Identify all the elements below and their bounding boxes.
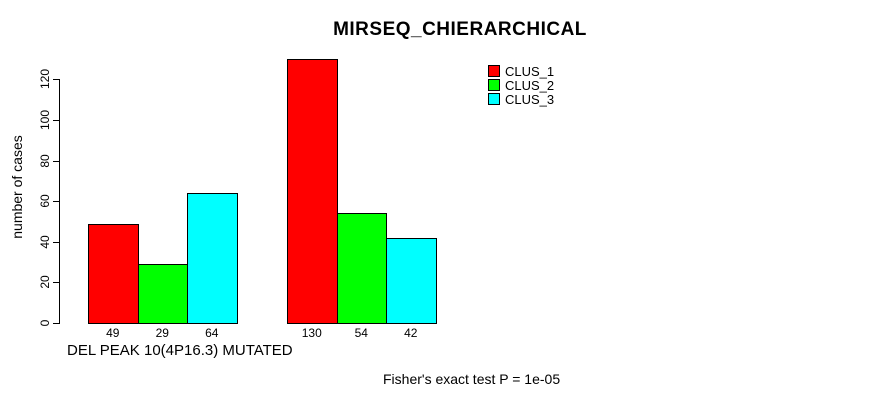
bar-value-label: 130 — [301, 326, 322, 340]
y-axis-tick — [53, 282, 59, 284]
bar-value-label: 29 — [155, 326, 169, 340]
y-axis-tick — [53, 160, 59, 162]
bar-clus_3-group2 — [386, 238, 437, 324]
y-axis-tick-label: 80 — [38, 153, 52, 168]
legend-item: CLUS_1 — [488, 64, 554, 78]
chart-title: MIRSEQ_CHIERARCHICAL — [333, 19, 587, 40]
legend: CLUS_1 CLUS_2 CLUS_3 — [488, 64, 554, 106]
legend-item: CLUS_2 — [488, 78, 554, 92]
bar-clus_3-group1 — [187, 193, 238, 324]
annotation-text: Fisher's exact test P = 1e-05 — [383, 371, 561, 387]
y-axis-tick — [53, 79, 59, 81]
x-axis-group-label: DEL PEAK 10(4P16.3) MUTATED — [67, 342, 293, 359]
y-axis-tick-label: 100 — [38, 109, 52, 131]
y-axis-tick — [53, 120, 59, 121]
bar-clus_1-group2 — [287, 59, 338, 324]
legend-color-swatch-icon — [488, 93, 500, 105]
bar-clus_2-group2 — [336, 213, 387, 324]
bar-clus_2-group1 — [137, 264, 188, 324]
bar-clus_1-group1 — [88, 224, 139, 324]
y-axis-line — [59, 79, 60, 324]
y-axis-tick-label: 60 — [38, 194, 52, 208]
legend-item-label: CLUS_3 — [505, 91, 555, 107]
legend-item: CLUS_3 — [488, 92, 554, 106]
y-axis-label: number of cases — [9, 135, 25, 239]
legend-color-swatch-icon — [488, 65, 500, 77]
legend-color-swatch-icon — [488, 79, 500, 91]
y-axis-tick — [53, 201, 59, 203]
y-axis-tick-label: 0 — [38, 319, 52, 327]
bar-value-label: 54 — [354, 326, 368, 340]
y-axis-tick-label: 120 — [38, 69, 52, 90]
legend-item-label: CLUS_2 — [505, 77, 555, 93]
y-axis-tick — [53, 241, 59, 243]
legend-item-label: CLUS_1 — [505, 63, 555, 79]
bar-value-label: 49 — [106, 326, 120, 340]
y-axis-tick-label: 20 — [38, 275, 52, 290]
bar-value-label: 42 — [404, 326, 418, 340]
y-axis-tick — [53, 323, 59, 324]
y-axis-tick-label: 40 — [38, 235, 52, 249]
bar-value-label: 64 — [205, 326, 219, 340]
